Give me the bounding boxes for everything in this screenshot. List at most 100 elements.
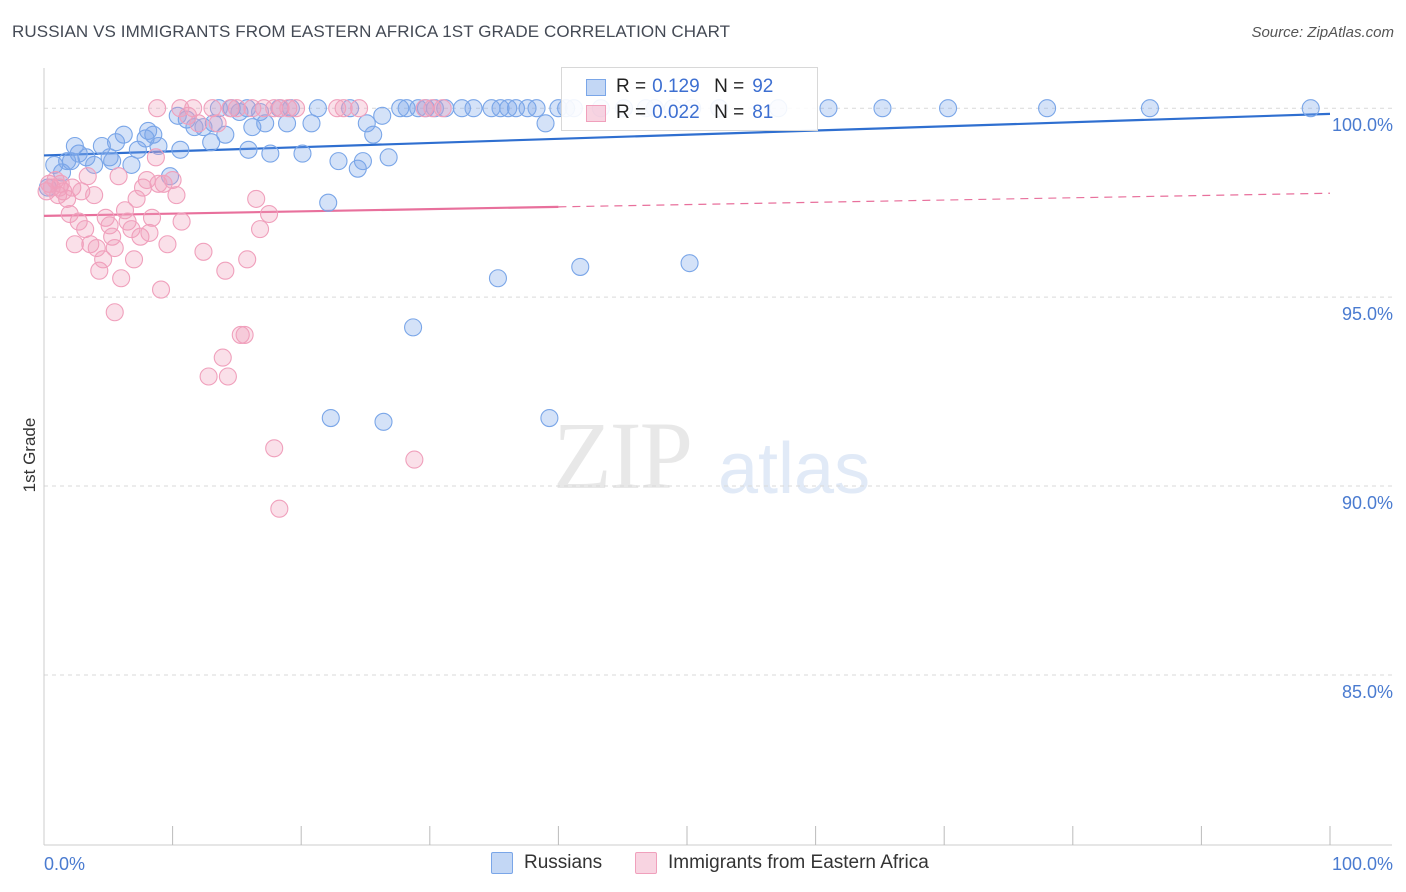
russians-point [122,155,141,174]
immigrants-point [69,212,88,231]
legend-item-immigrants[interactable]: Immigrants from Eastern Africa [635,852,929,874]
russians-swatch [491,852,513,874]
immigrants-point [94,250,113,269]
immigrants-point [172,212,191,231]
immigrants-point [163,170,182,190]
russians-point [364,125,383,144]
immigrants-point [279,99,298,118]
immigrants-point [103,227,122,246]
immigrants-point [216,261,235,280]
russians-point [680,254,699,273]
russians-point [374,412,393,431]
correlation-legend: R = 0.129 N = 92 R = 0.022 N = 81 [561,67,818,131]
immigrants-point [218,367,237,386]
russians-point [873,99,892,118]
russians-point [58,152,77,171]
russians-point [149,136,168,156]
immigrants-point [151,280,171,299]
russians-point [293,144,312,163]
russians-point [571,257,590,276]
immigrants-point [65,235,84,254]
legend-item-russians[interactable]: Russians [491,852,602,874]
russians-point [329,152,348,171]
immigrants-point [287,99,306,118]
watermark-atlas: atlas [718,429,871,509]
russians-point [491,99,510,118]
legend-row-russians: R = 0.129 N = 92 [586,75,773,99]
r-value: 0.129 [652,76,700,97]
n-label: N = [714,76,745,97]
immigrants-point [146,148,165,167]
russians-point [939,99,958,118]
russians-point [464,99,483,118]
immigrants-point [265,439,284,458]
immigrants-point [265,99,284,118]
immigrants-point [167,186,186,205]
russians-point [404,318,423,337]
immigrants-point [221,99,240,118]
russians-point [256,114,275,133]
russians-point [1038,99,1057,118]
immigrants-point [171,99,190,118]
russians-point [1140,99,1160,118]
russians-point [239,140,258,159]
tick-labels: 100.0% 95.0% 90.0% 85.0% 0.0% 100.0% [44,115,1393,874]
immigrants-point [149,174,168,193]
russians-point [1301,99,1320,118]
immigrants-point [148,99,167,118]
immigrants-point [60,204,79,224]
immigrants-point [433,99,452,118]
immigrants-point [90,261,109,280]
immigrants-point [271,99,290,118]
immigrants-point [127,189,146,208]
immigrants-point [247,189,266,208]
n-value: 81 [752,102,774,123]
immigrants-point [131,227,150,246]
immigrants-point [85,186,104,205]
r-label: R = [616,76,647,97]
russians-trend-line [43,112,1331,157]
russians-point [308,99,327,118]
legend-label: Russians [524,852,603,873]
russians-point [353,152,372,171]
immigrants-point [194,242,213,261]
r-label: R = [616,102,647,123]
immigrants-point [189,114,208,133]
russians-point [540,408,559,428]
russians-point [302,114,321,133]
immigrants-point [415,99,434,118]
immigrants-point [142,208,162,227]
immigrants-point [227,99,246,118]
russians-point [379,148,398,167]
source-label: Source: ZipAtlas.com [1251,24,1394,41]
russians-point [499,99,518,118]
chart-title: RUSSIAN VS IMMIGRANTS FROM EASTERN AFRIC… [12,22,731,41]
y-tick-label: 100.0% [1332,115,1393,135]
immigrants-trend-line [43,205,559,218]
watermark-zip: ZIP [553,402,693,509]
legend-label: Immigrants from Eastern Africa [668,852,929,873]
n-label: N = [714,102,745,123]
russians-point [65,136,84,156]
immigrants-trend-line-extension [558,192,1331,208]
russians-point [204,114,223,133]
russians-point [536,114,555,133]
immigrants-point [259,204,279,224]
immigrants-point [76,220,95,239]
russians-point [391,99,410,118]
russians-point [171,140,190,159]
x-tick-label: 100.0% [1332,854,1393,874]
y-tick-label: 85.0% [1342,682,1393,702]
russians-point [85,155,104,174]
y-tick-label: 95.0% [1342,304,1393,324]
immigrants-point [124,250,144,269]
immigrants-point [78,167,97,186]
russians-point [139,121,158,140]
immigrants-point [140,223,159,242]
immigrants-point [405,450,424,469]
immigrants-point [199,367,218,386]
russians-point [61,152,81,171]
russians-point [261,144,280,163]
immigrants-point [203,99,222,118]
